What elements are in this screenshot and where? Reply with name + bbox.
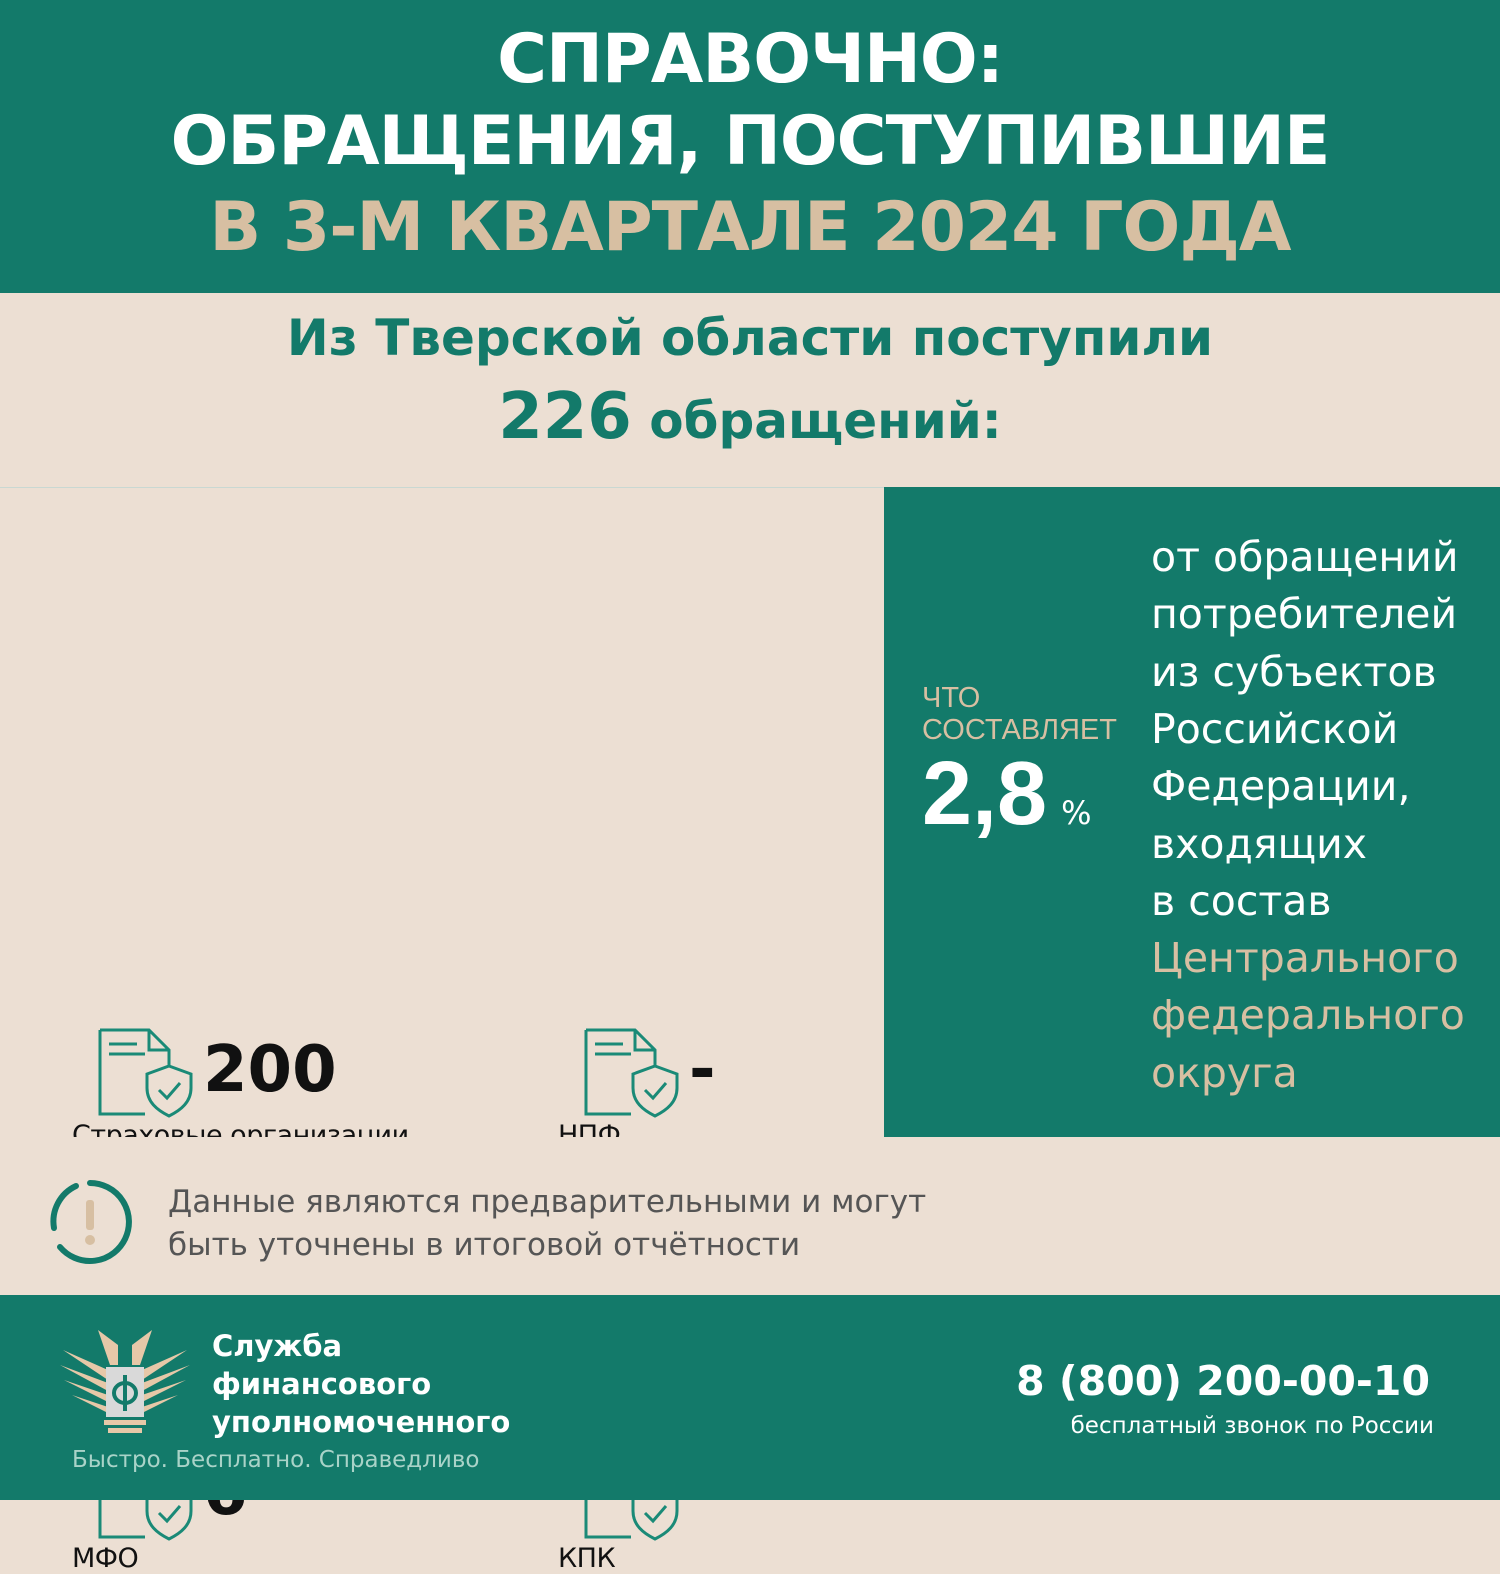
share-text-line: в состав xyxy=(1151,876,1332,925)
document-shield-icon xyxy=(584,1028,679,1118)
share-highlight-line: Центрального xyxy=(1151,934,1459,983)
ombudsman-logo xyxy=(60,1330,190,1433)
notice-line-2: быть уточнены в итоговой отчётности xyxy=(168,1227,801,1263)
share-unit: % xyxy=(1061,794,1092,832)
subheader: Из Тверской области поступили 226 обраще… xyxy=(0,293,1500,487)
notice-line-1: Данные являются предварительными и могут xyxy=(168,1184,927,1220)
share-highlight-line: федерального xyxy=(1151,991,1465,1040)
org-name-line-3: уполномоченного xyxy=(212,1405,511,1439)
category-count: 200 xyxy=(203,1033,337,1107)
title-line-2: ОБРАЩЕНИЯ, ПОСТУПИВШИЕ xyxy=(170,102,1331,181)
phone-number[interactable]: 8 (800) 200-00-10 xyxy=(1016,1357,1430,1405)
share-panel: ЧТО СОСТАВЛЯЕТ 2,8 % от обращений потреби… xyxy=(884,487,1500,1137)
share-prefix: ЧТО СОСТАВЛЯЕТ xyxy=(922,682,1117,746)
share-value: 2,8 xyxy=(922,744,1048,844)
exclamation-circle-icon xyxy=(50,1180,132,1264)
share-prefix-1: ЧТО xyxy=(922,682,981,714)
category-label: МФО xyxy=(72,1543,139,1574)
category-label: КПК xyxy=(558,1543,616,1574)
share-text-line: из субъектов xyxy=(1151,647,1437,696)
share-prefix-2: СОСТАВЛЯЕТ xyxy=(922,714,1117,746)
share-text-line: потребителей xyxy=(1151,590,1458,639)
subheader-line-2: 226 обращений: xyxy=(0,385,1500,449)
org-name-line-1: Служба xyxy=(212,1329,343,1363)
subheader-line-1: Из Тверской области поступили xyxy=(286,309,1214,367)
share-text-line: от обращений xyxy=(1151,533,1459,581)
count-suffix: обращений: xyxy=(649,392,1002,450)
total-count: 226 xyxy=(498,380,632,454)
title-line-3: В 3-М КВАРТАЛЕ 2024 ГОДА xyxy=(209,188,1291,267)
share-value-row: 2,8 % xyxy=(922,749,1092,839)
title-line-1: СПРАВОЧНО: xyxy=(497,20,1004,99)
share-text-line: Российской xyxy=(1151,704,1399,753)
document-shield-icon xyxy=(98,1028,193,1118)
share-text-line: Федерации, xyxy=(1151,762,1411,811)
tagline: Быстро. Бесплатно. Справедливо xyxy=(72,1447,480,1473)
phone-note: бесплатный звонок по России xyxy=(1070,1413,1434,1439)
category-count: - xyxy=(689,1033,716,1107)
notice: Данные являются предварительными и могут… xyxy=(0,1137,1500,1295)
header: СПРАВОЧНО: ОБРАЩЕНИЯ, ПОСТУПИВШИЕ В 3-М … xyxy=(0,0,1500,293)
org-name-line-2: финансового xyxy=(212,1367,432,1401)
share-text-line: входящих xyxy=(1151,819,1368,868)
footer: Служба финансового уполномоченного Быстр… xyxy=(0,1295,1500,1500)
share-highlight-line: округа xyxy=(1151,1048,1298,1097)
